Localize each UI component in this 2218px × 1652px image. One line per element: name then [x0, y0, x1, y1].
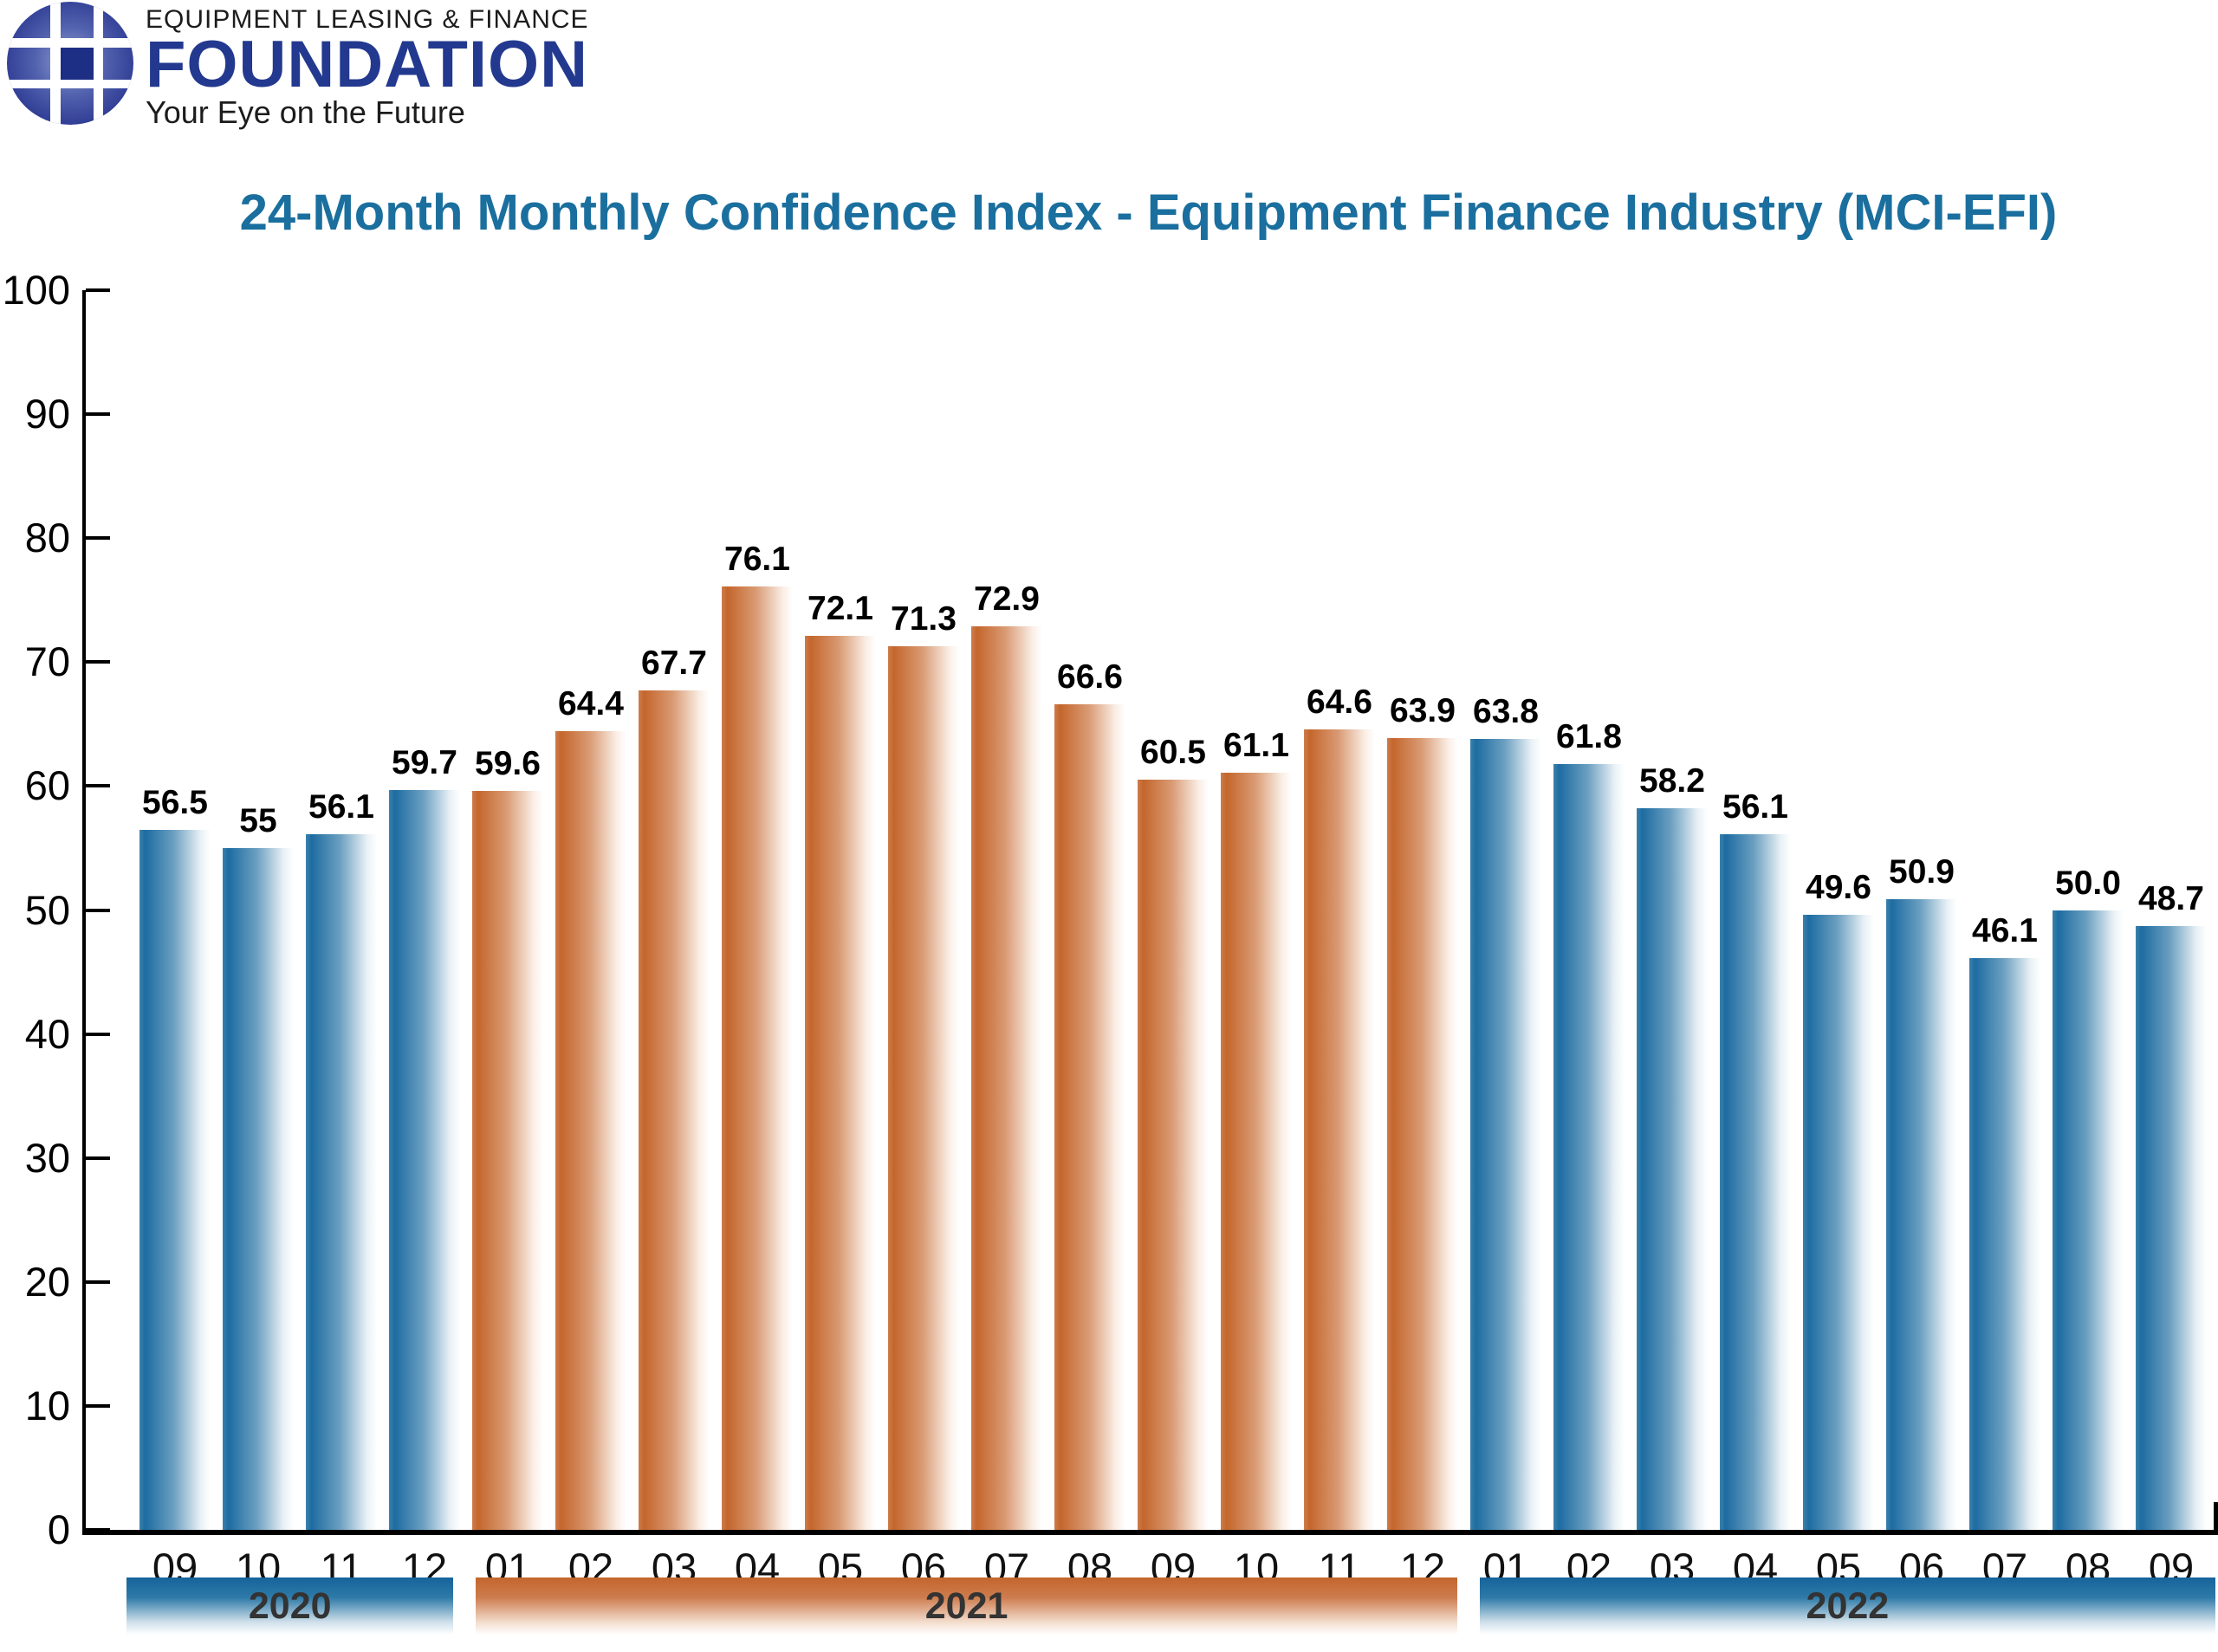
- year-band-2020: 2020: [126, 1577, 454, 1635]
- plot-area: 56.5 55 56.1 59.7 59.6 64.4 67.7 76.1 72.1 71.3 72…: [3, 269, 2218, 1635]
- bar-2021-10: 61.1: [1221, 727, 1292, 1530]
- y-tick-60: [86, 784, 110, 788]
- bar-2022-05: 49.6: [1803, 869, 1874, 1530]
- bar-2022-02: 61.8: [1553, 718, 1625, 1530]
- bar-value-label: 76.1: [724, 541, 790, 579]
- y-tick-label-60: 60: [24, 762, 70, 809]
- bar-2022-04: 56.1: [1720, 788, 1791, 1530]
- foundation-logo: EQUIPMENT LEASING & FINANCE FOUNDATION Y…: [7, 2, 589, 130]
- bar-value-label: 64.4: [558, 685, 624, 723]
- year-bands: 2020 2021 2022: [126, 1577, 2215, 1635]
- bar-2022-06: 50.9: [1886, 853, 1957, 1530]
- bar-value-label: 50.9: [1889, 852, 1955, 891]
- bar-value-label: 71.3: [891, 599, 957, 638]
- y-tick-label-50: 50: [24, 886, 70, 933]
- bar-2021-06: 71.3: [888, 600, 959, 1530]
- bar-value-label: 59.6: [475, 745, 541, 783]
- bar-value-label: 67.7: [641, 645, 707, 683]
- bar-2021-12: 63.9: [1387, 692, 1458, 1530]
- y-tick-label-20: 20: [24, 1258, 70, 1305]
- y-tick-50: [86, 908, 110, 912]
- y-tick-0: [86, 1528, 110, 1532]
- logo-tagline: Your Eye on the Future: [146, 94, 465, 130]
- y-tick-10: [86, 1403, 110, 1408]
- y-tick-20: [86, 1279, 110, 1284]
- bar-2021-04: 76.1: [722, 541, 793, 1530]
- bar-2020-12: 59.7: [389, 744, 460, 1530]
- y-tick-70: [86, 660, 110, 664]
- y-tick-30: [86, 1156, 110, 1160]
- bar-2021-07: 72.9: [971, 580, 1042, 1530]
- bar-2021-05: 72.1: [805, 590, 876, 1530]
- y-tick-label-80: 80: [24, 515, 70, 561]
- bar-value-label: 46.1: [1972, 912, 2038, 950]
- bar-value-label: 72.9: [974, 580, 1040, 618]
- bar-2020-09: 56.5: [139, 784, 211, 1530]
- bar-2022-07: 46.1: [1969, 912, 2040, 1530]
- logo-text-block: EQUIPMENT LEASING & FINANCE FOUNDATION Y…: [146, 2, 589, 130]
- y-tick-100: [86, 288, 110, 292]
- bar-value-label: 59.7: [392, 743, 457, 781]
- y-tick-label-70: 70: [24, 638, 70, 685]
- y-tick-40: [86, 1032, 110, 1036]
- y-tick-label-0: 0: [47, 1506, 70, 1552]
- bar-2022-01: 63.8: [1470, 693, 1541, 1530]
- globe-grid-icon: [7, 2, 133, 125]
- logo-name: FOUNDATION: [146, 28, 588, 101]
- bar-value-label: 48.7: [2138, 880, 2204, 918]
- bar-value-label: 63.9: [1390, 691, 1456, 729]
- bar-value-label: 58.2: [1639, 762, 1705, 800]
- y-tick-90: [86, 412, 110, 417]
- bar-value-label: 72.1: [807, 590, 873, 628]
- bar-value-label: 56.1: [1722, 788, 1788, 826]
- x-axis-right-endcap: [2214, 1502, 2218, 1530]
- bar-value-label: 61.1: [1223, 726, 1289, 764]
- bar-value-label: 49.6: [1806, 869, 1871, 907]
- bar-2022-08: 50.0: [2053, 865, 2124, 1530]
- y-tick-label-100: 100: [2, 267, 70, 313]
- y-tick-label-90: 90: [24, 391, 70, 437]
- bar-2020-10: 55: [223, 802, 294, 1530]
- bar-2020-11: 56.1: [306, 788, 377, 1530]
- chart-title: 24-Month Monthly Confidence Index - Equi…: [239, 185, 2058, 241]
- y-tick-label-30: 30: [24, 1134, 70, 1181]
- bar-value-label: 66.6: [1057, 658, 1123, 696]
- bar-value-label: 60.5: [1140, 734, 1206, 772]
- bar-2021-08: 66.6: [1054, 658, 1125, 1530]
- logo-line1: EQUIPMENT LEASING & FINANCE: [146, 5, 589, 34]
- bar-value-label: 63.8: [1473, 693, 1539, 731]
- bar-2021-03: 67.7: [639, 645, 710, 1530]
- bar-value-label: 50.0: [2055, 864, 2121, 902]
- year-band-2021: 2021: [476, 1577, 1457, 1635]
- bar-2022-09: 48.7: [2136, 880, 2207, 1530]
- bar-value-label: 64.6: [1307, 683, 1372, 721]
- bar-value-label: 61.8: [1556, 717, 1622, 755]
- bars: 56.5 55 56.1 59.7 59.6 64.4 67.7 76.1 72.1 71.3 72…: [139, 290, 2207, 1530]
- bar-2021-11: 64.6: [1304, 683, 1375, 1530]
- bar-2021-09: 60.5: [1138, 734, 1209, 1530]
- bar-value-label: 56.5: [142, 783, 208, 821]
- bar-2021-01: 59.6: [472, 745, 543, 1530]
- bar-2021-02: 64.4: [555, 685, 626, 1530]
- y-tick-80: [86, 536, 110, 541]
- year-band-2022: 2022: [1479, 1577, 2215, 1635]
- bar-2022-03: 58.2: [1637, 762, 1708, 1530]
- bar-value-label: 56.1: [308, 788, 374, 826]
- y-tick-label-10: 10: [24, 1382, 70, 1428]
- y-tick-label-40: 40: [24, 1010, 70, 1057]
- bar-value-label: 55: [239, 801, 277, 839]
